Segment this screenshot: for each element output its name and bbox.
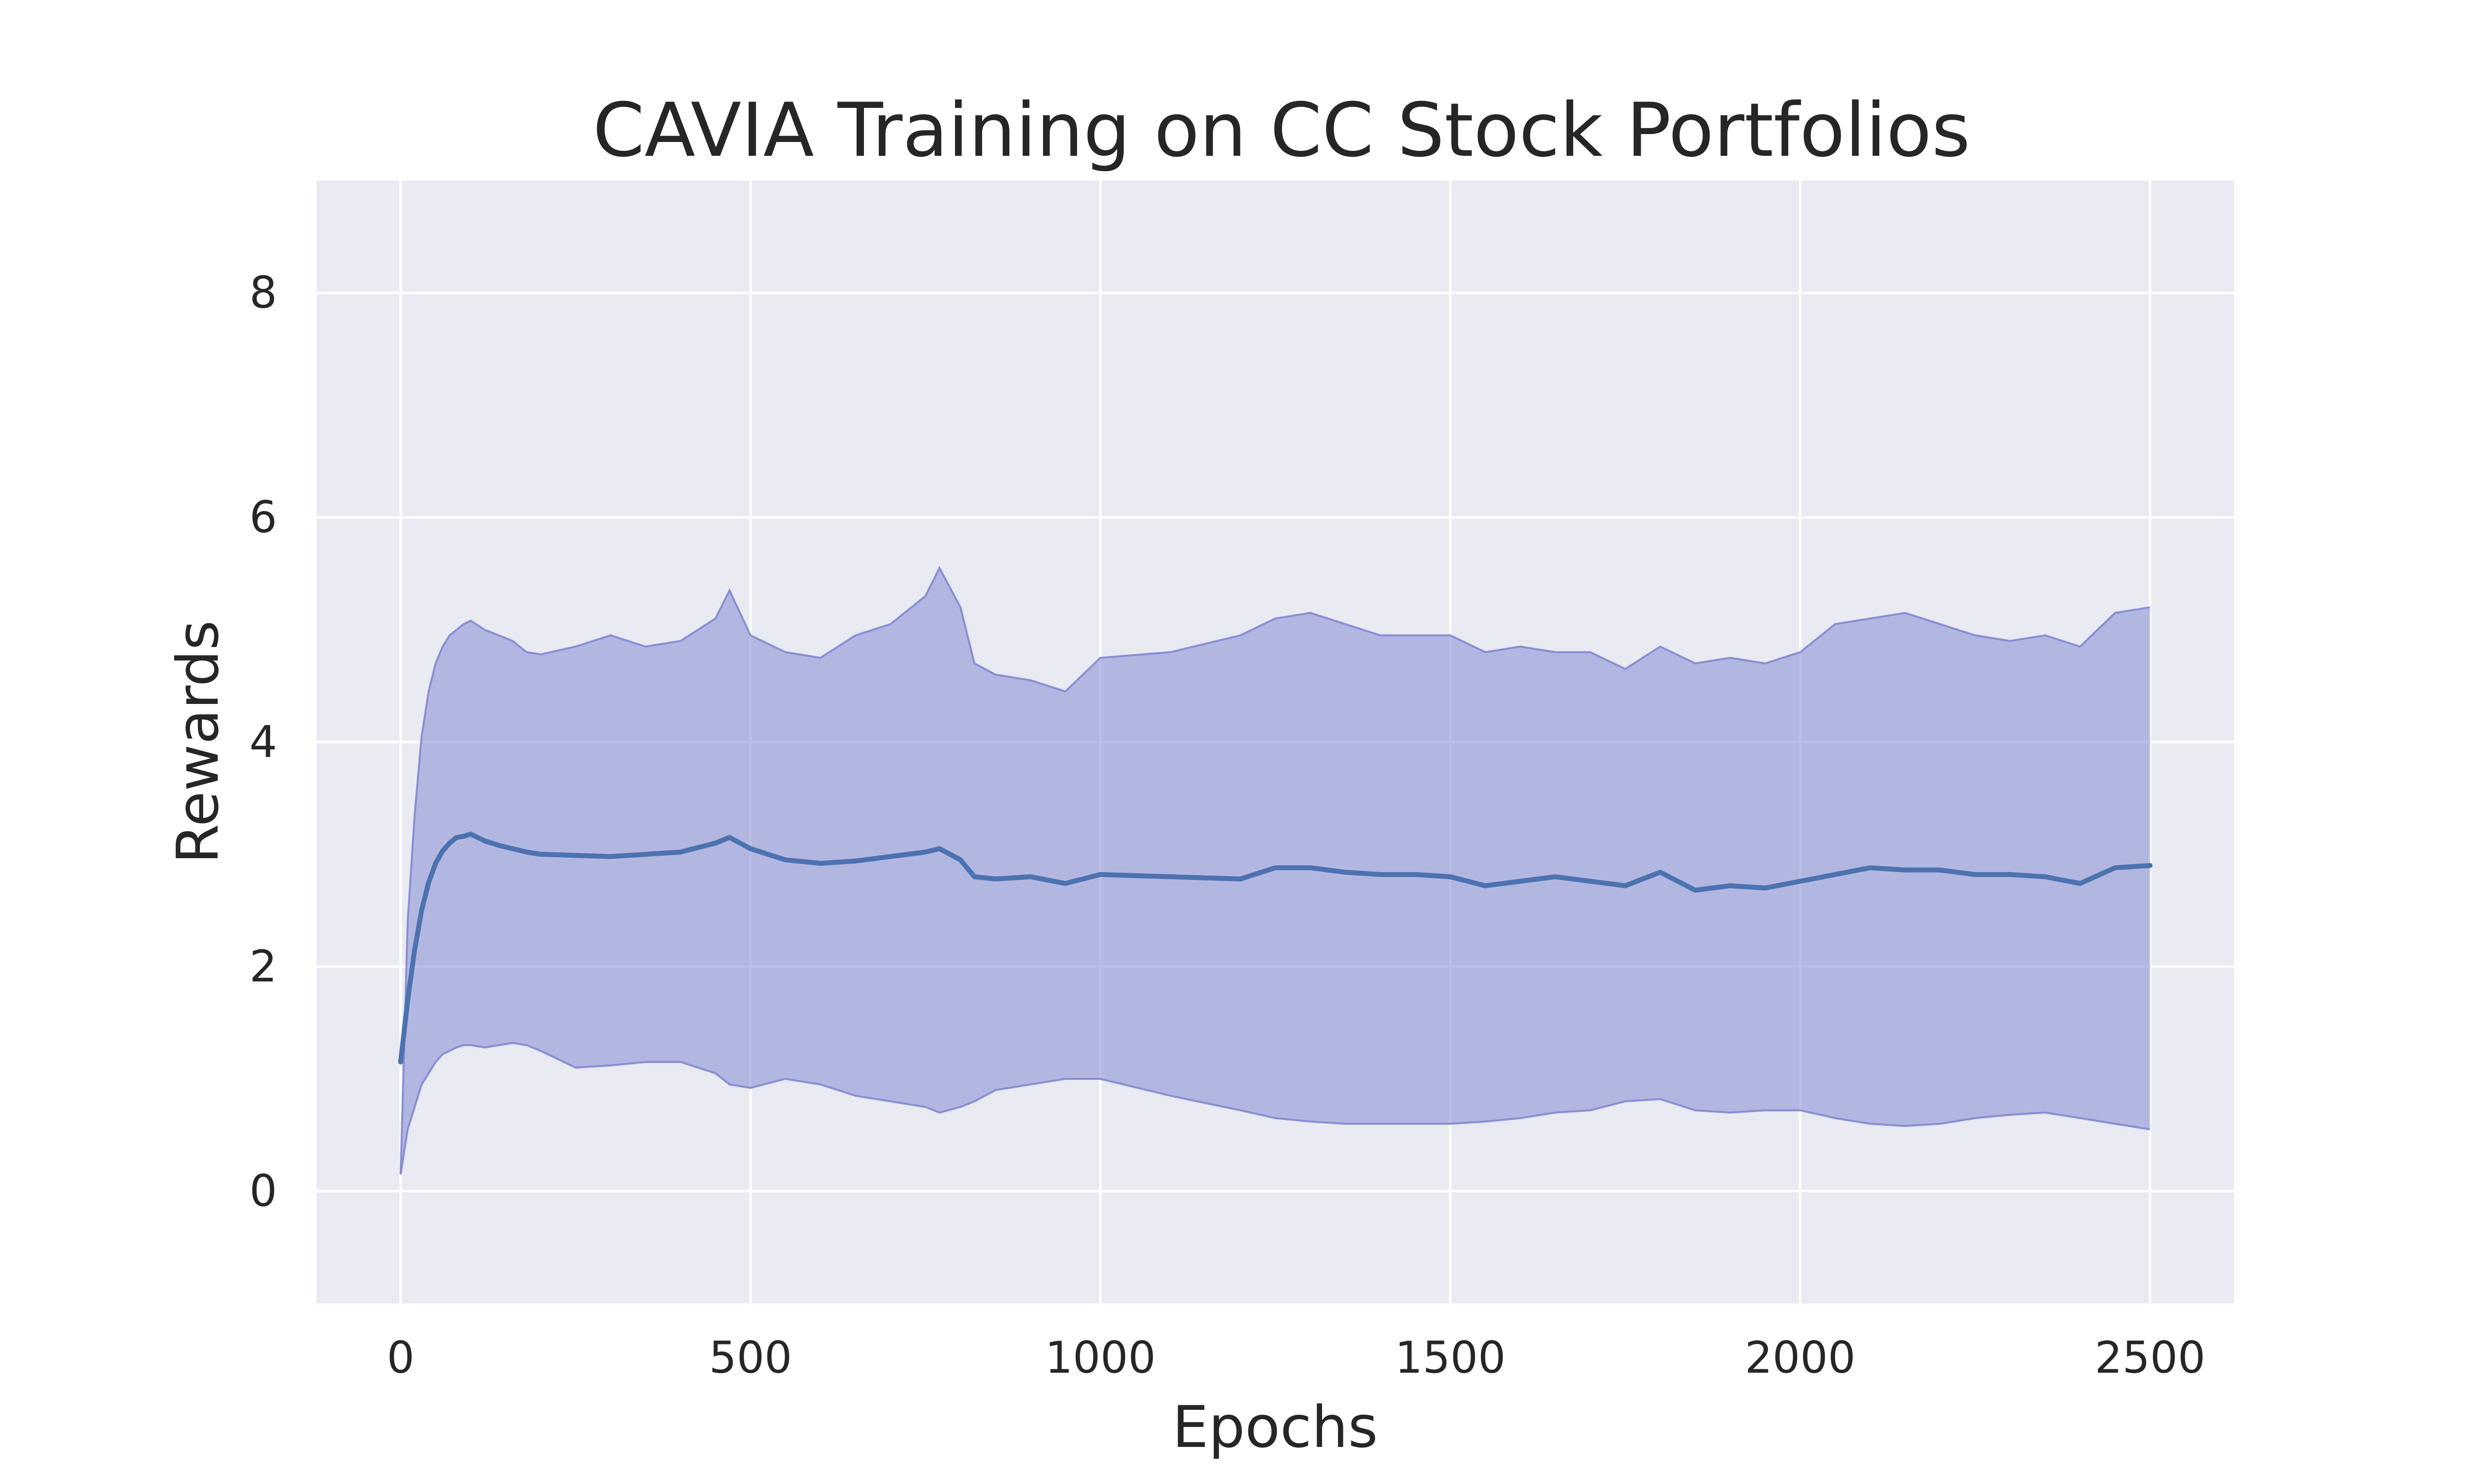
x-tick-label: 2000 — [1745, 1332, 1856, 1383]
y-tick-label: 0 — [249, 1165, 277, 1216]
x-tick-labels: 0 500 1000 1500 2000 2500 — [387, 1332, 2206, 1383]
x-tick-label: 500 — [709, 1332, 792, 1383]
y-tick-label: 2 — [249, 941, 277, 992]
y-tick-label: 4 — [249, 716, 277, 767]
series-layer — [398, 565, 2153, 1175]
band-lower-edge — [399, 1042, 2150, 1175]
y-tick-label: 6 — [249, 492, 277, 543]
band-upper-edge — [399, 565, 2150, 1174]
x-tick-label: 0 — [387, 1332, 415, 1383]
mean-line — [398, 832, 2153, 1065]
x-axis-label: Epochs — [1172, 1394, 1378, 1461]
y-tick-label: 8 — [249, 267, 277, 318]
y-tick-labels: 0 2 4 6 8 — [249, 267, 277, 1216]
x-tick-label: 1500 — [1395, 1332, 1506, 1383]
x-tick-label: 2500 — [2094, 1332, 2205, 1383]
confidence-band — [400, 568, 2150, 1174]
x-tick-label: 1000 — [1045, 1332, 1156, 1383]
chart-title: CAVIA Training on CC Stock Portfolios — [593, 88, 1970, 174]
y-axis-label: Rewards — [165, 620, 232, 864]
